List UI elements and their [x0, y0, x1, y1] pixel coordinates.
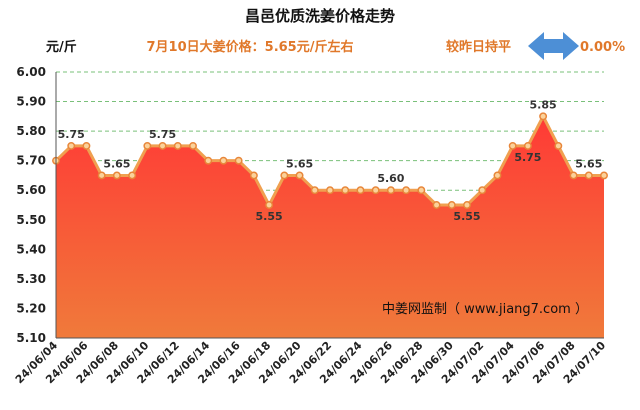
data-point: [326, 186, 334, 195]
chart-title: 昌邑优质洗姜价格走势: [245, 7, 395, 25]
data-point: [371, 186, 380, 195]
axes: [55, 72, 604, 339]
data-point: [584, 171, 593, 180]
data-point: [97, 171, 106, 180]
data-point: [447, 201, 456, 209]
change-value: 0.00%: [580, 40, 625, 55]
y-tick-label: 5.80: [16, 124, 46, 138]
data-point: [295, 171, 304, 180]
y-axis: 6.00 5.90 5.80 5.70 5.60 5.50 5.40 5.30 5.20 5.10: [16, 65, 46, 345]
data-point: [417, 186, 426, 195]
data-point: [67, 141, 76, 150]
data-point: [569, 171, 578, 180]
y-tick-label: 5.10: [16, 331, 46, 345]
data-point: [554, 141, 563, 150]
data-label: 5.85: [530, 98, 557, 111]
data-label: 5.65: [575, 157, 602, 170]
y-tick-label: 5.50: [16, 213, 46, 227]
y-tick-label: 5.90: [16, 95, 46, 109]
data-point: [158, 141, 167, 150]
y-tick-label: 5.30: [16, 272, 46, 286]
comparison-text: 较昨日持平: [446, 39, 511, 55]
y-tick-label: 5.60: [16, 183, 46, 197]
data-point: [112, 171, 121, 180]
data-labels: 5.75 5.65 5.75 5.55 5.65 5.60 5.55 5.75 5.85 5.65: [58, 98, 603, 223]
data-point: [189, 141, 197, 150]
data-label: 5.55: [453, 210, 480, 223]
data-point: [128, 171, 137, 180]
data-point: [432, 201, 441, 209]
data-point: [219, 156, 228, 165]
data-point: [463, 201, 471, 209]
data-point: [143, 141, 152, 150]
data-point: [508, 141, 517, 150]
data-point: [356, 186, 365, 195]
data-label: 5.65: [103, 157, 130, 170]
data-point: [265, 201, 274, 209]
data-point: [523, 141, 532, 150]
data-point: [280, 171, 289, 180]
data-point: [402, 186, 411, 195]
data-point: [249, 171, 258, 180]
area-fill: [56, 116, 604, 338]
y-tick-label: 5.40: [16, 242, 46, 256]
data-label: 5.65: [286, 157, 313, 170]
x-axis: 24/06/0424/06/0624/06/0824/06/1024/06/12…: [13, 339, 609, 387]
y-tick-label: 5.20: [16, 301, 46, 315]
data-point: [204, 156, 213, 165]
data-label: 5.75: [149, 128, 176, 141]
data-point: [478, 186, 487, 195]
data-label: 5.75: [514, 151, 541, 164]
data-point: [386, 186, 395, 195]
data-point: [493, 171, 502, 180]
y-tick-label: 5.70: [16, 154, 46, 168]
data-label: 5.55: [256, 210, 283, 223]
data-label: 5.75: [58, 128, 85, 141]
data-point: [539, 112, 548, 121]
double-arrow-icon: [528, 32, 579, 60]
data-point: [310, 186, 319, 195]
unit-label: 元/斤: [46, 39, 77, 55]
data-point: [600, 171, 608, 180]
data-point: [82, 141, 91, 150]
data-label: 5.60: [377, 172, 404, 185]
data-point: [234, 156, 243, 165]
data-point: [341, 186, 350, 195]
chart-subtitle: 7月10日大姜价格：5.65元/斤左右: [147, 39, 354, 55]
data-point: [173, 141, 182, 150]
watermark: 中姜网监制（ www.jiang7.com ）: [382, 302, 588, 317]
y-tick-label: 6.00: [16, 65, 46, 79]
markers: [52, 112, 608, 209]
